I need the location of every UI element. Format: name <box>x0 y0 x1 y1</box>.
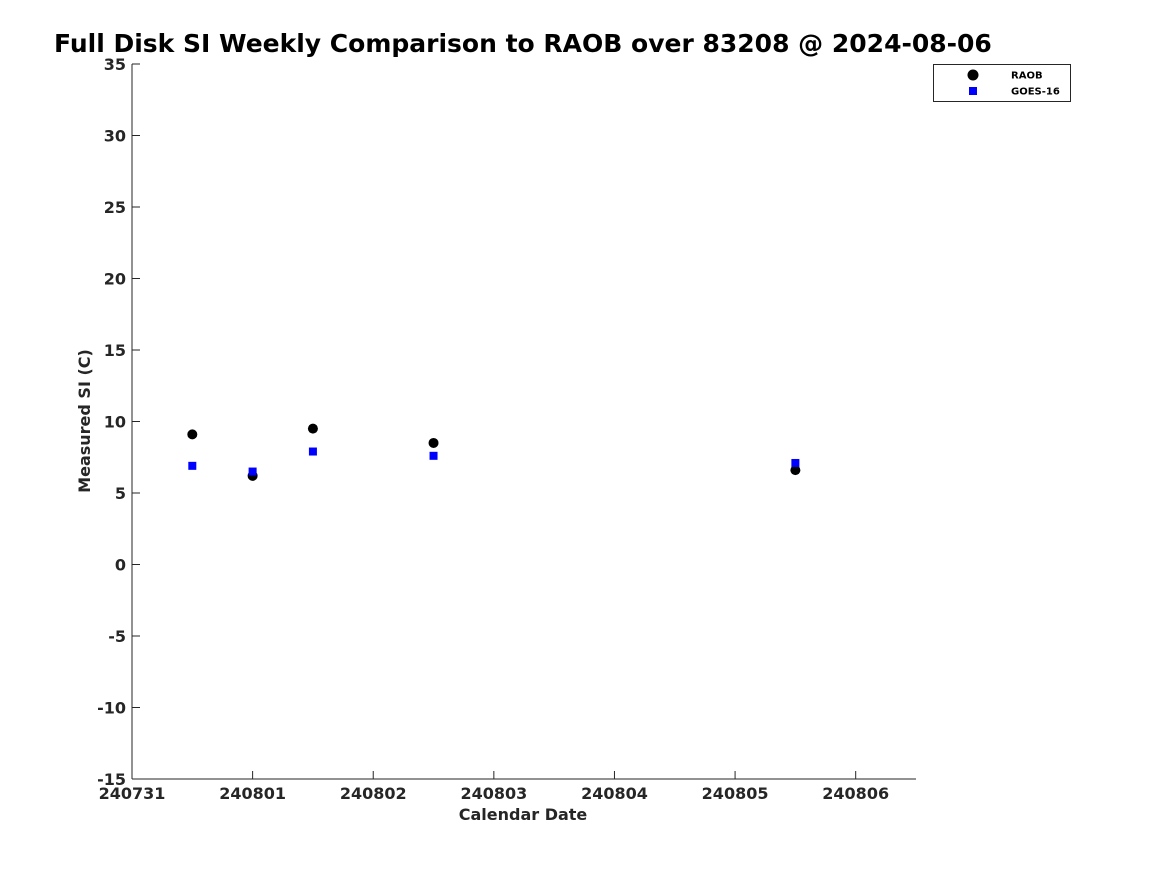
y-tick-label: 25 <box>104 198 126 217</box>
y-axis: -15 -10 -5 0 5 10 15 20 25 30 35 <box>97 55 140 789</box>
chart-title: Full Disk SI Weekly Comparison to RAOB o… <box>54 29 992 58</box>
x-tick-label: 240806 <box>822 784 889 803</box>
legend-box <box>933 64 1071 102</box>
goes16-point <box>188 461 197 470</box>
y-tick-label: 10 <box>104 413 126 432</box>
y-tick-label: 35 <box>104 55 126 74</box>
y-tick-label: 5 <box>115 484 126 503</box>
x-tick-label: 240804 <box>581 784 648 803</box>
raob-point <box>428 437 439 448</box>
goes16-point <box>248 467 257 476</box>
raob-point <box>187 429 198 440</box>
x-tick-label: 240802 <box>340 784 407 803</box>
y-tick-label: 30 <box>104 127 126 146</box>
axes <box>131 64 916 780</box>
legend-label: GOES-16 <box>1011 87 1060 98</box>
legend-raob-marker <box>967 69 979 81</box>
x-axis: 240731 240801 240802 240803 240804 240805 2408… <box>99 771 889 803</box>
legend-label: RAOB <box>1011 71 1043 82</box>
y-tick-label: 0 <box>115 556 126 575</box>
goes16-point <box>429 451 438 460</box>
y-tick-label: 15 <box>104 341 126 360</box>
y-tick-label: -15 <box>97 770 126 789</box>
y-tick-label: -5 <box>108 627 126 646</box>
raob-point <box>307 423 318 434</box>
x-tick-label: 240801 <box>219 784 286 803</box>
x-tick-label: 240731 <box>99 784 166 803</box>
x-tick-label: 240803 <box>460 784 527 803</box>
x-axis-label: Calendar Date <box>459 805 588 824</box>
y-tick-label: -10 <box>97 699 126 718</box>
data-points <box>187 423 801 481</box>
legend-goes16-marker <box>969 87 977 95</box>
goes16-point <box>308 447 317 456</box>
y-axis-label: Measured SI (C) <box>75 349 94 493</box>
raob-point <box>790 465 801 476</box>
legend: RAOB GOES-16 <box>933 64 1071 102</box>
x-tick-label: 240805 <box>702 784 769 803</box>
y-tick-label: 20 <box>104 270 126 289</box>
goes16-point <box>791 458 800 467</box>
